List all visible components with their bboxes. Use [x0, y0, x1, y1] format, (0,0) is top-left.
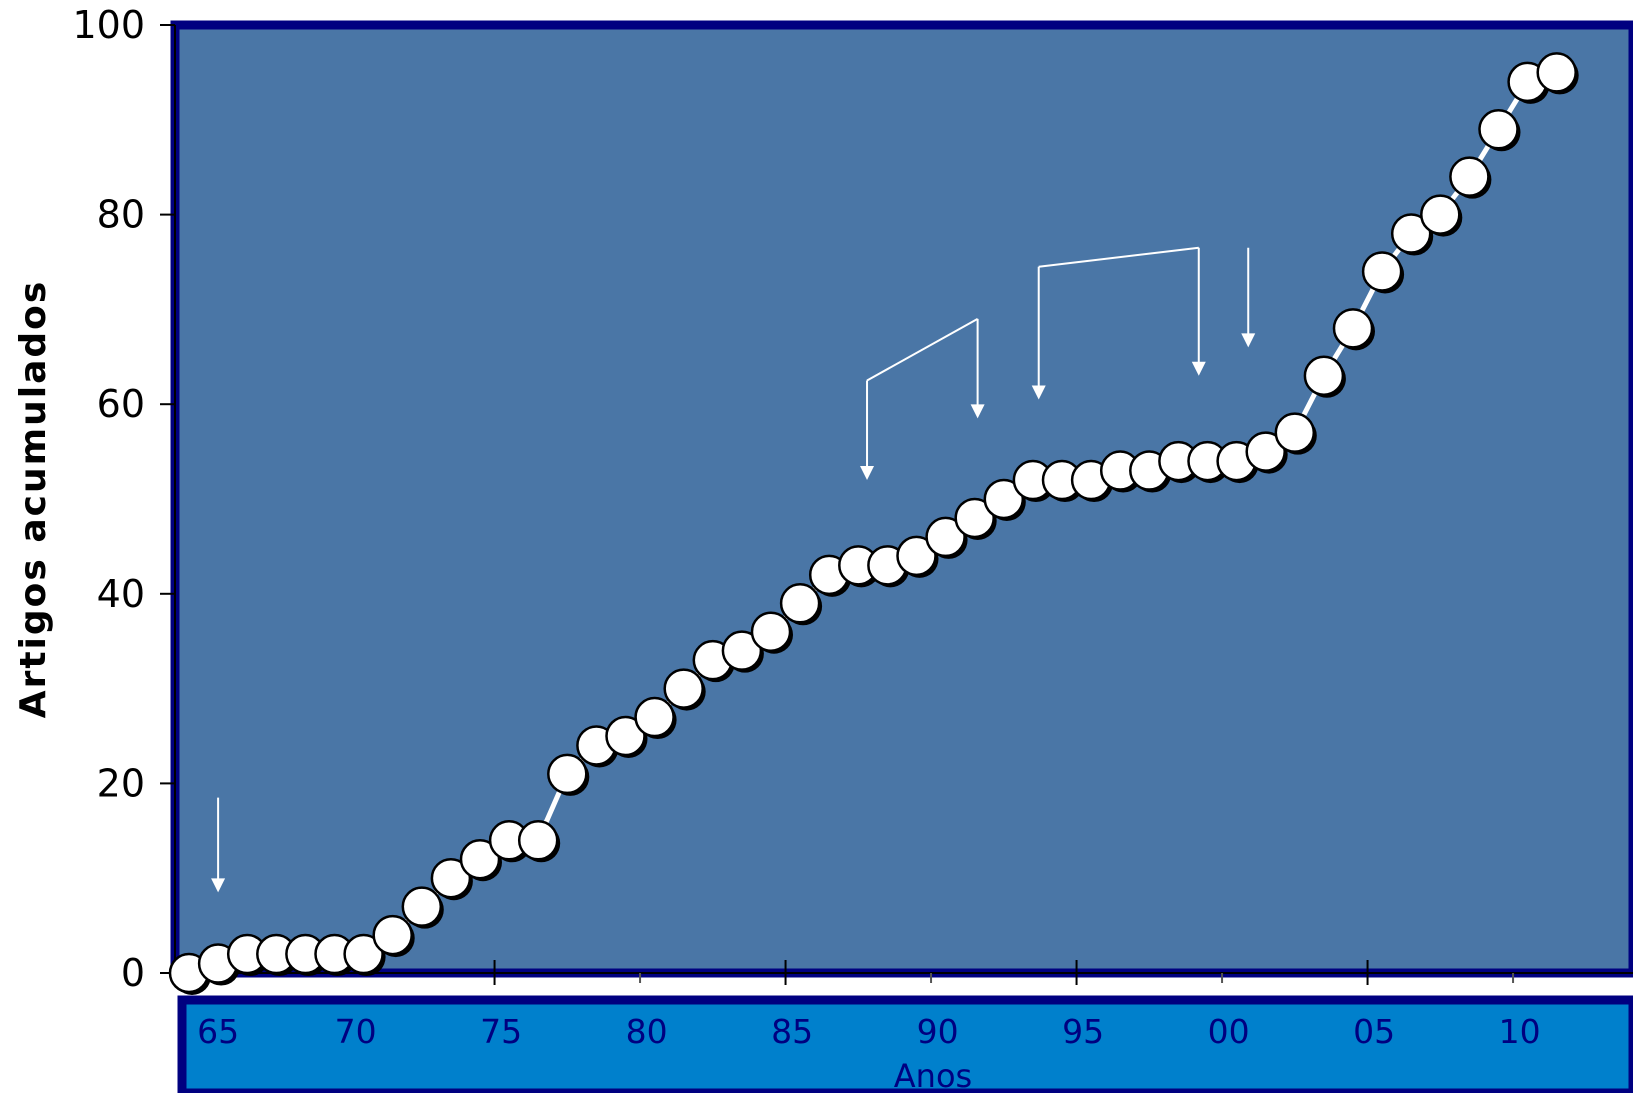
x-axis-band [177, 995, 1633, 1093]
data-point [779, 583, 821, 624]
x-tick-label: 95 [1062, 1012, 1104, 1051]
data-point [721, 630, 763, 671]
data-point [925, 516, 966, 558]
data-point [896, 535, 937, 577]
x-ticks: 65 70 75 80 85 90 95 00 05 10 [197, 960, 1541, 1051]
data-point [1274, 412, 1316, 453]
data-point [1420, 194, 1461, 235]
x-tick-label: 75 [480, 1012, 522, 1051]
x-axis-label: Anos [894, 1057, 972, 1093]
data-point [1449, 156, 1490, 197]
x-tick-label: 90 [917, 1012, 959, 1051]
data-point [430, 857, 472, 899]
data-point [1390, 213, 1432, 254]
data-point [663, 668, 704, 709]
data-point [517, 820, 559, 861]
data-point [1245, 431, 1286, 472]
x-tick-label: 80 [626, 1012, 668, 1051]
x-band [177, 995, 1633, 1093]
data-point [954, 497, 995, 539]
data-series [168, 52, 1579, 995]
y-tick-label: 100 [72, 3, 145, 47]
arrow-1993-head [1031, 385, 1046, 400]
plot-background [170, 20, 1633, 978]
data-point [343, 933, 384, 975]
data-point [605, 715, 646, 757]
data-point [372, 914, 413, 956]
arrow-1991-head [970, 404, 985, 419]
arrow-2000-head [1241, 333, 1256, 348]
y-axis-label: Artigos acumulados [13, 280, 54, 719]
bracket-1993-top [1038, 246, 1199, 268]
arrow-1965-head [211, 878, 226, 893]
data-point [1536, 52, 1577, 93]
data-point [401, 886, 443, 927]
arrow-1999-head [1191, 361, 1206, 376]
data-point [1361, 251, 1403, 292]
y-tick-label: 40 [97, 572, 145, 616]
y-tick-label: 20 [97, 761, 145, 805]
data-point [1303, 355, 1345, 397]
data-point [1478, 109, 1519, 150]
x-tick-label: 65 [197, 1012, 239, 1051]
x-tick-label: 70 [335, 1012, 377, 1051]
bracket-1987-top [866, 318, 979, 382]
x-tick-label: 00 [1208, 1012, 1250, 1051]
y-tick-label: 0 [121, 951, 145, 995]
annotation-arrows [211, 246, 1256, 893]
data-point [547, 753, 588, 795]
data-point [750, 611, 792, 652]
y-tick-label: 60 [97, 382, 145, 426]
data-point [634, 696, 675, 738]
data-point [459, 838, 501, 880]
x-tick-label: 85 [771, 1012, 813, 1051]
x-tick-label: 10 [1499, 1012, 1541, 1051]
plot-area [170, 20, 1633, 978]
data-point [983, 478, 1025, 520]
data-point [1332, 308, 1374, 349]
arrow-1987-head [860, 466, 875, 481]
x-tick-label: 05 [1353, 1012, 1395, 1051]
y-ticks: 0 20 40 60 80 100 [72, 3, 175, 995]
y-tick-label: 80 [97, 193, 145, 237]
